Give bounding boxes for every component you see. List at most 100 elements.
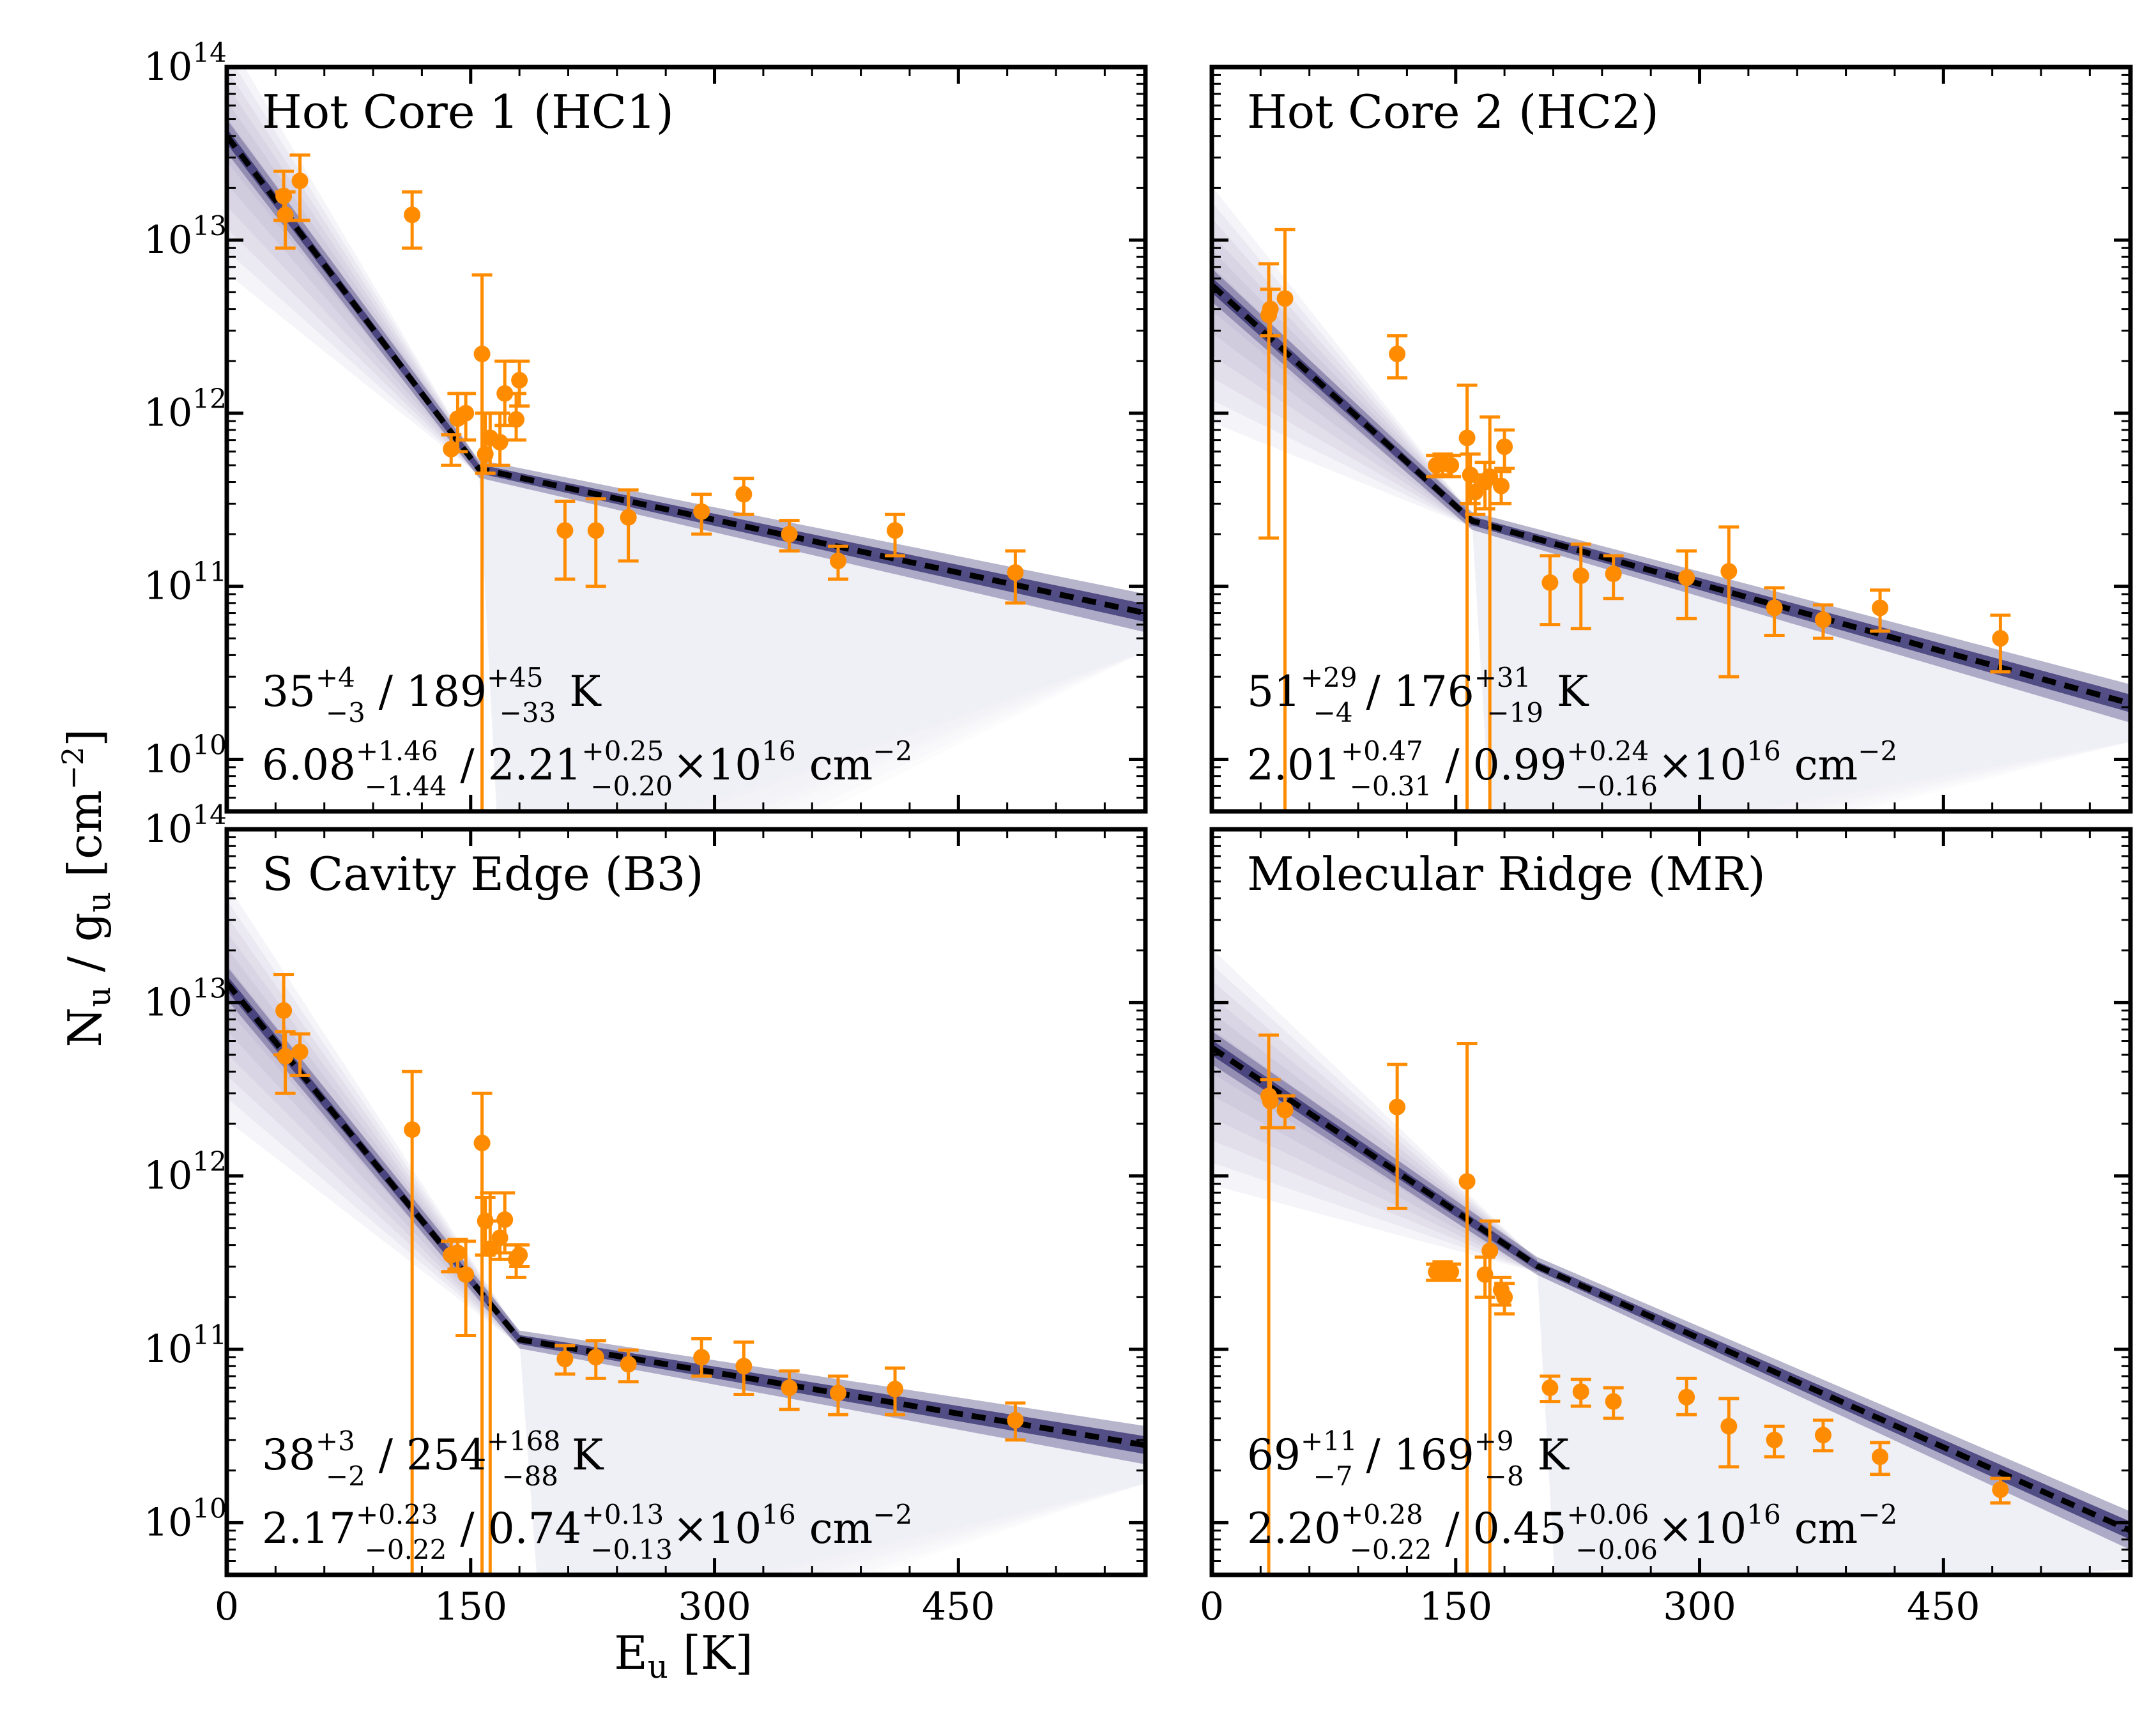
data-point <box>1764 1424 1785 1459</box>
data-point <box>471 1091 493 1575</box>
posterior-sample <box>1537 1266 2130 1575</box>
data-marker <box>1442 1263 1460 1280</box>
ann-t2: 254 <box>406 1430 487 1480</box>
data-marker <box>735 486 753 503</box>
data-point <box>1005 1401 1026 1442</box>
data-marker <box>735 1358 753 1375</box>
posterior-spread-band <box>1212 186 1472 528</box>
data-point <box>1676 1376 1697 1416</box>
ann-n2-dn: −0.16 <box>1575 770 1658 802</box>
ann-n2: 0.74 <box>488 1504 582 1553</box>
data-point <box>275 1030 296 1095</box>
ann-n1-up: +1.46 <box>356 735 438 767</box>
ann-sep2: / <box>1432 1504 1472 1553</box>
panel-title: Hot Core 1 (HC1) <box>262 85 674 139</box>
ann-n1-dn: −0.22 <box>365 1534 447 1565</box>
temperature-annotation: 35+4 −3 / 189+45 −33 K <box>262 662 602 728</box>
ann-nexp: 16 <box>761 1499 795 1530</box>
y-tick-label: 1010 <box>144 729 227 781</box>
data-marker <box>1496 438 1513 456</box>
ann-t1-dn: −3 <box>326 697 365 728</box>
posterior-spread-band <box>227 67 479 475</box>
data-marker <box>1481 1242 1499 1259</box>
data-points <box>273 153 1026 811</box>
ann-n2-dn: −0.20 <box>590 770 673 802</box>
y-tick-label-base: 10 <box>144 564 192 609</box>
ann-sep1: / <box>365 667 406 716</box>
posterior-sample <box>1537 1266 2130 1575</box>
ann-n1: 2.20 <box>1247 1504 1341 1553</box>
data-marker <box>1678 1388 1695 1406</box>
data-marker <box>1814 611 1831 629</box>
ann-t2: 169 <box>1394 1430 1474 1480</box>
fit-line <box>1212 1045 2130 1533</box>
plot-area <box>227 67 1145 811</box>
data-marker <box>1605 1393 1622 1410</box>
data-marker <box>1262 300 1279 318</box>
ann-t1-up: +3 <box>316 1425 355 1457</box>
x-tick-label: 150 <box>434 1584 508 1629</box>
ann-n2-up: +0.13 <box>582 1499 664 1530</box>
x-tick-label: 150 <box>1419 1584 1493 1629</box>
posterior-sample <box>1472 521 2130 811</box>
data-point <box>733 477 754 516</box>
ticks <box>1210 827 2130 1576</box>
temperature-annotation: 38+3 −2 / 254+168 −88 K <box>262 1425 604 1492</box>
x-axis-label-sub: u <box>648 1648 668 1685</box>
data-point <box>489 411 510 467</box>
posterior-sample <box>519 1339 1145 1575</box>
ann-nmul: ×10 <box>1658 1504 1747 1553</box>
data-point <box>1005 549 1026 605</box>
posterior-sample <box>519 1339 1145 1575</box>
data-point <box>554 1344 576 1376</box>
ann-t2-dn: −19 <box>1487 697 1543 728</box>
data-marker <box>275 1002 293 1019</box>
y-tick-label-exp: 12 <box>192 383 226 415</box>
ann-nunit: cm <box>1781 740 1858 790</box>
posterior-sample <box>478 468 1145 811</box>
data-marker <box>496 1211 514 1228</box>
y-axis-label-close: ] <box>58 728 112 746</box>
posterior-spread-band <box>227 884 520 1346</box>
data-point <box>1764 586 1785 638</box>
y-axis-label-mid: / g <box>58 912 112 986</box>
data-point <box>885 1366 906 1416</box>
ann-n2: 0.99 <box>1473 740 1567 790</box>
posterior-sample <box>478 468 1145 811</box>
posterior-spread-band <box>1212 964 1538 1273</box>
fit-band-outer <box>1212 1031 2130 1550</box>
data-marker <box>556 522 574 539</box>
data-marker <box>1720 1418 1738 1435</box>
ann-tunit: K <box>1524 1430 1570 1480</box>
ann-nmul: ×10 <box>1658 740 1747 790</box>
y-tick-label: 1014 <box>144 37 227 89</box>
posterior-sample <box>1472 521 2130 811</box>
ann-t2-up: +168 <box>487 1425 560 1457</box>
posterior-sample <box>1537 1266 2130 1575</box>
ticks <box>225 65 1145 813</box>
ann-n2-dn: −0.13 <box>590 1534 673 1565</box>
ann-t1: 35 <box>262 667 316 716</box>
column-density-annotation: 2.01+0.47 −0.31 / 0.99+0.24 −0.16×1016 cm−… <box>1247 735 1897 802</box>
posterior-sample <box>519 1339 1145 1575</box>
y-tick-label-base: 10 <box>144 45 192 89</box>
data-point <box>1603 554 1624 601</box>
posterior-spread-band <box>227 84 479 475</box>
posterior-sample <box>1472 521 2130 811</box>
posterior-sample <box>478 468 1145 811</box>
ann-nmul: ×10 <box>673 1504 761 1553</box>
data-point <box>1260 1078 1281 1130</box>
y-tick-label: 1012 <box>144 1146 227 1199</box>
data-marker <box>781 526 798 543</box>
posterior-sample <box>519 1339 1145 1575</box>
y-axis-label-sub1: u <box>80 986 118 1007</box>
data-point <box>447 1238 468 1271</box>
data-marker <box>511 372 528 389</box>
data-point <box>455 392 477 442</box>
posterior-spread-band <box>1212 980 1538 1273</box>
data-marker <box>1389 1098 1406 1116</box>
data-marker <box>457 1266 475 1283</box>
posterior-sample <box>1472 521 2130 811</box>
